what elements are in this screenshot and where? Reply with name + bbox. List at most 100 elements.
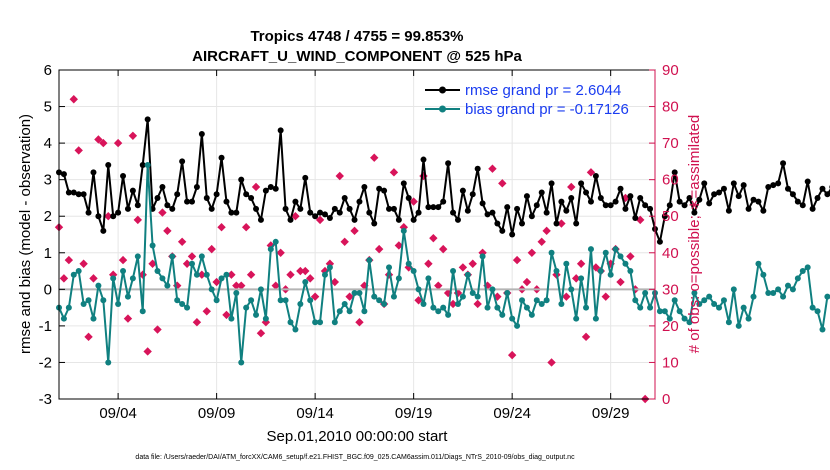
rmse-point bbox=[100, 227, 107, 234]
rmse-point bbox=[632, 215, 639, 222]
bias-point bbox=[134, 253, 141, 260]
bias-point bbox=[474, 293, 481, 300]
bias-point bbox=[105, 359, 112, 366]
rmse-point bbox=[750, 196, 757, 203]
rmse-point bbox=[642, 202, 649, 209]
obs-assimilated-point bbox=[537, 237, 546, 247]
rmse-point bbox=[257, 216, 264, 223]
series-layer bbox=[56, 116, 830, 366]
rmse-point bbox=[272, 185, 279, 192]
obs-assimilated-point bbox=[133, 215, 143, 225]
obs-assimilated-point bbox=[448, 299, 458, 309]
obs-assimilated-point bbox=[187, 252, 197, 261]
y-axis-right: 0 10 20 30 40 50 60 70 80 90 bbox=[649, 62, 679, 408]
rmse-point bbox=[479, 200, 486, 207]
bias-point bbox=[351, 289, 358, 296]
obs-assimilated-point bbox=[512, 255, 522, 265]
bias-point bbox=[642, 289, 649, 296]
rmse-point bbox=[287, 216, 294, 223]
rmse-point bbox=[494, 220, 501, 227]
rmse-point bbox=[292, 198, 299, 205]
rmse-point bbox=[184, 198, 191, 205]
bias-point bbox=[356, 289, 363, 296]
obs-assimilated-point bbox=[340, 237, 349, 247]
bias-point bbox=[218, 275, 225, 282]
x-tick-label: 09/29 bbox=[592, 405, 630, 422]
bias-point bbox=[341, 300, 348, 307]
rmse-point bbox=[120, 173, 127, 180]
bias-point bbox=[612, 246, 619, 253]
obs-assimilated-point bbox=[424, 259, 433, 268]
bias-point bbox=[115, 300, 122, 307]
bias-point bbox=[809, 304, 816, 311]
bias-point bbox=[661, 308, 668, 315]
rmse-point bbox=[110, 213, 117, 220]
bias-point bbox=[223, 271, 230, 278]
rmse-point bbox=[573, 220, 580, 227]
obs-assimilated-point bbox=[271, 281, 280, 290]
y2-tick-label: 60 bbox=[662, 172, 679, 189]
rmse-point bbox=[563, 207, 570, 214]
bias-point bbox=[198, 253, 205, 260]
rmse-point bbox=[740, 182, 747, 189]
obs-assimilated-point bbox=[562, 292, 571, 301]
obs-assimilated-point bbox=[64, 255, 74, 265]
bias-point bbox=[819, 326, 826, 333]
obs-assimilated-point bbox=[237, 281, 246, 290]
bias-point bbox=[765, 289, 772, 296]
bias-point bbox=[257, 286, 264, 293]
bias-point bbox=[804, 264, 811, 271]
bias-point bbox=[647, 304, 654, 311]
chart-title: Tropics 4748 / 4755 = 99.853% bbox=[250, 28, 463, 45]
bias-point bbox=[272, 238, 279, 245]
rmse-point bbox=[735, 193, 742, 200]
rmse-point bbox=[445, 160, 452, 167]
y2-tick-label: 80 bbox=[662, 99, 679, 116]
rmse-point bbox=[213, 191, 220, 198]
bias-point bbox=[750, 293, 757, 300]
rmse-point bbox=[164, 202, 171, 209]
obs-assimilated-point bbox=[291, 212, 300, 221]
obs-assimilated-point bbox=[389, 168, 399, 177]
bias-point bbox=[124, 293, 131, 300]
bias-point bbox=[538, 300, 545, 307]
rmse-point bbox=[819, 185, 826, 192]
rmse-point bbox=[789, 191, 796, 198]
bias-point bbox=[799, 268, 806, 275]
bias-point bbox=[504, 289, 511, 296]
y2-tick-label: 50 bbox=[662, 208, 679, 225]
rmse-point bbox=[676, 198, 683, 205]
bias-point bbox=[75, 268, 82, 275]
y-tick-label: -2 bbox=[39, 354, 52, 371]
rmse-point bbox=[578, 180, 585, 187]
rmse-point bbox=[627, 193, 634, 200]
rmse-point bbox=[228, 209, 235, 216]
bias-point bbox=[386, 264, 393, 271]
rmse-point bbox=[656, 238, 663, 245]
bias-point bbox=[420, 300, 427, 307]
obs-assimilated-point bbox=[232, 281, 241, 290]
bias-point bbox=[144, 162, 151, 169]
rmse-point bbox=[105, 162, 112, 169]
y2-tick-label: 90 bbox=[662, 62, 679, 79]
rmse-point bbox=[90, 169, 97, 176]
bias-point bbox=[740, 304, 747, 311]
rmse-point bbox=[607, 202, 614, 209]
rmse-point bbox=[386, 205, 393, 212]
rmse-point bbox=[474, 165, 481, 172]
bias-point bbox=[307, 297, 314, 304]
bias-point bbox=[233, 289, 240, 296]
rmse-point bbox=[243, 191, 250, 198]
obs-assimilated-point bbox=[576, 259, 586, 268]
rmse-point bbox=[622, 205, 629, 212]
rmse-point bbox=[435, 204, 442, 211]
rmse-point bbox=[558, 198, 565, 205]
rmse-point bbox=[174, 191, 181, 198]
obs-assimilated-point bbox=[192, 318, 202, 327]
bias-point bbox=[450, 268, 457, 275]
y-tick-label: 4 bbox=[44, 135, 52, 152]
rmse-point bbox=[809, 205, 816, 212]
bias-point bbox=[405, 260, 412, 267]
bias-point bbox=[523, 304, 530, 311]
rmse-point bbox=[548, 180, 555, 187]
